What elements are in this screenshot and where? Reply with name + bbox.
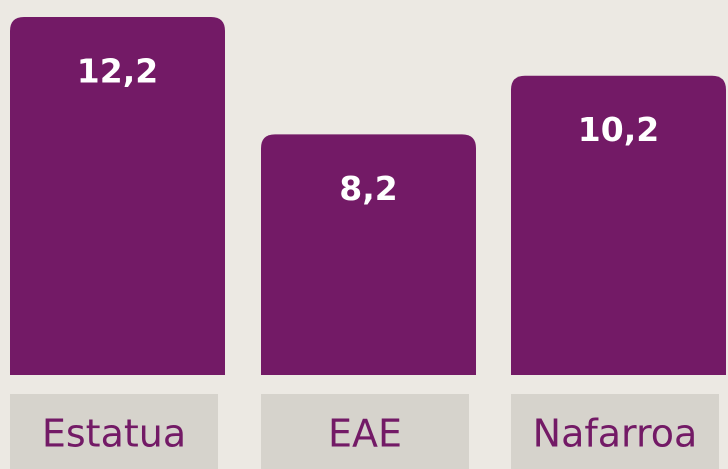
x-tick-label: Estatua	[42, 412, 186, 456]
value-label: 12,2	[77, 52, 158, 91]
bar	[511, 75, 726, 375]
category-box	[10, 394, 218, 469]
category-box	[511, 394, 719, 469]
bar	[261, 134, 476, 375]
x-tick-label: Nafarroa	[533, 412, 698, 456]
x-tick-label: EAE	[328, 412, 402, 456]
value-label: 10,2	[578, 110, 659, 149]
bar	[10, 17, 225, 375]
value-label: 8,2	[339, 169, 397, 208]
category-box	[261, 394, 469, 469]
